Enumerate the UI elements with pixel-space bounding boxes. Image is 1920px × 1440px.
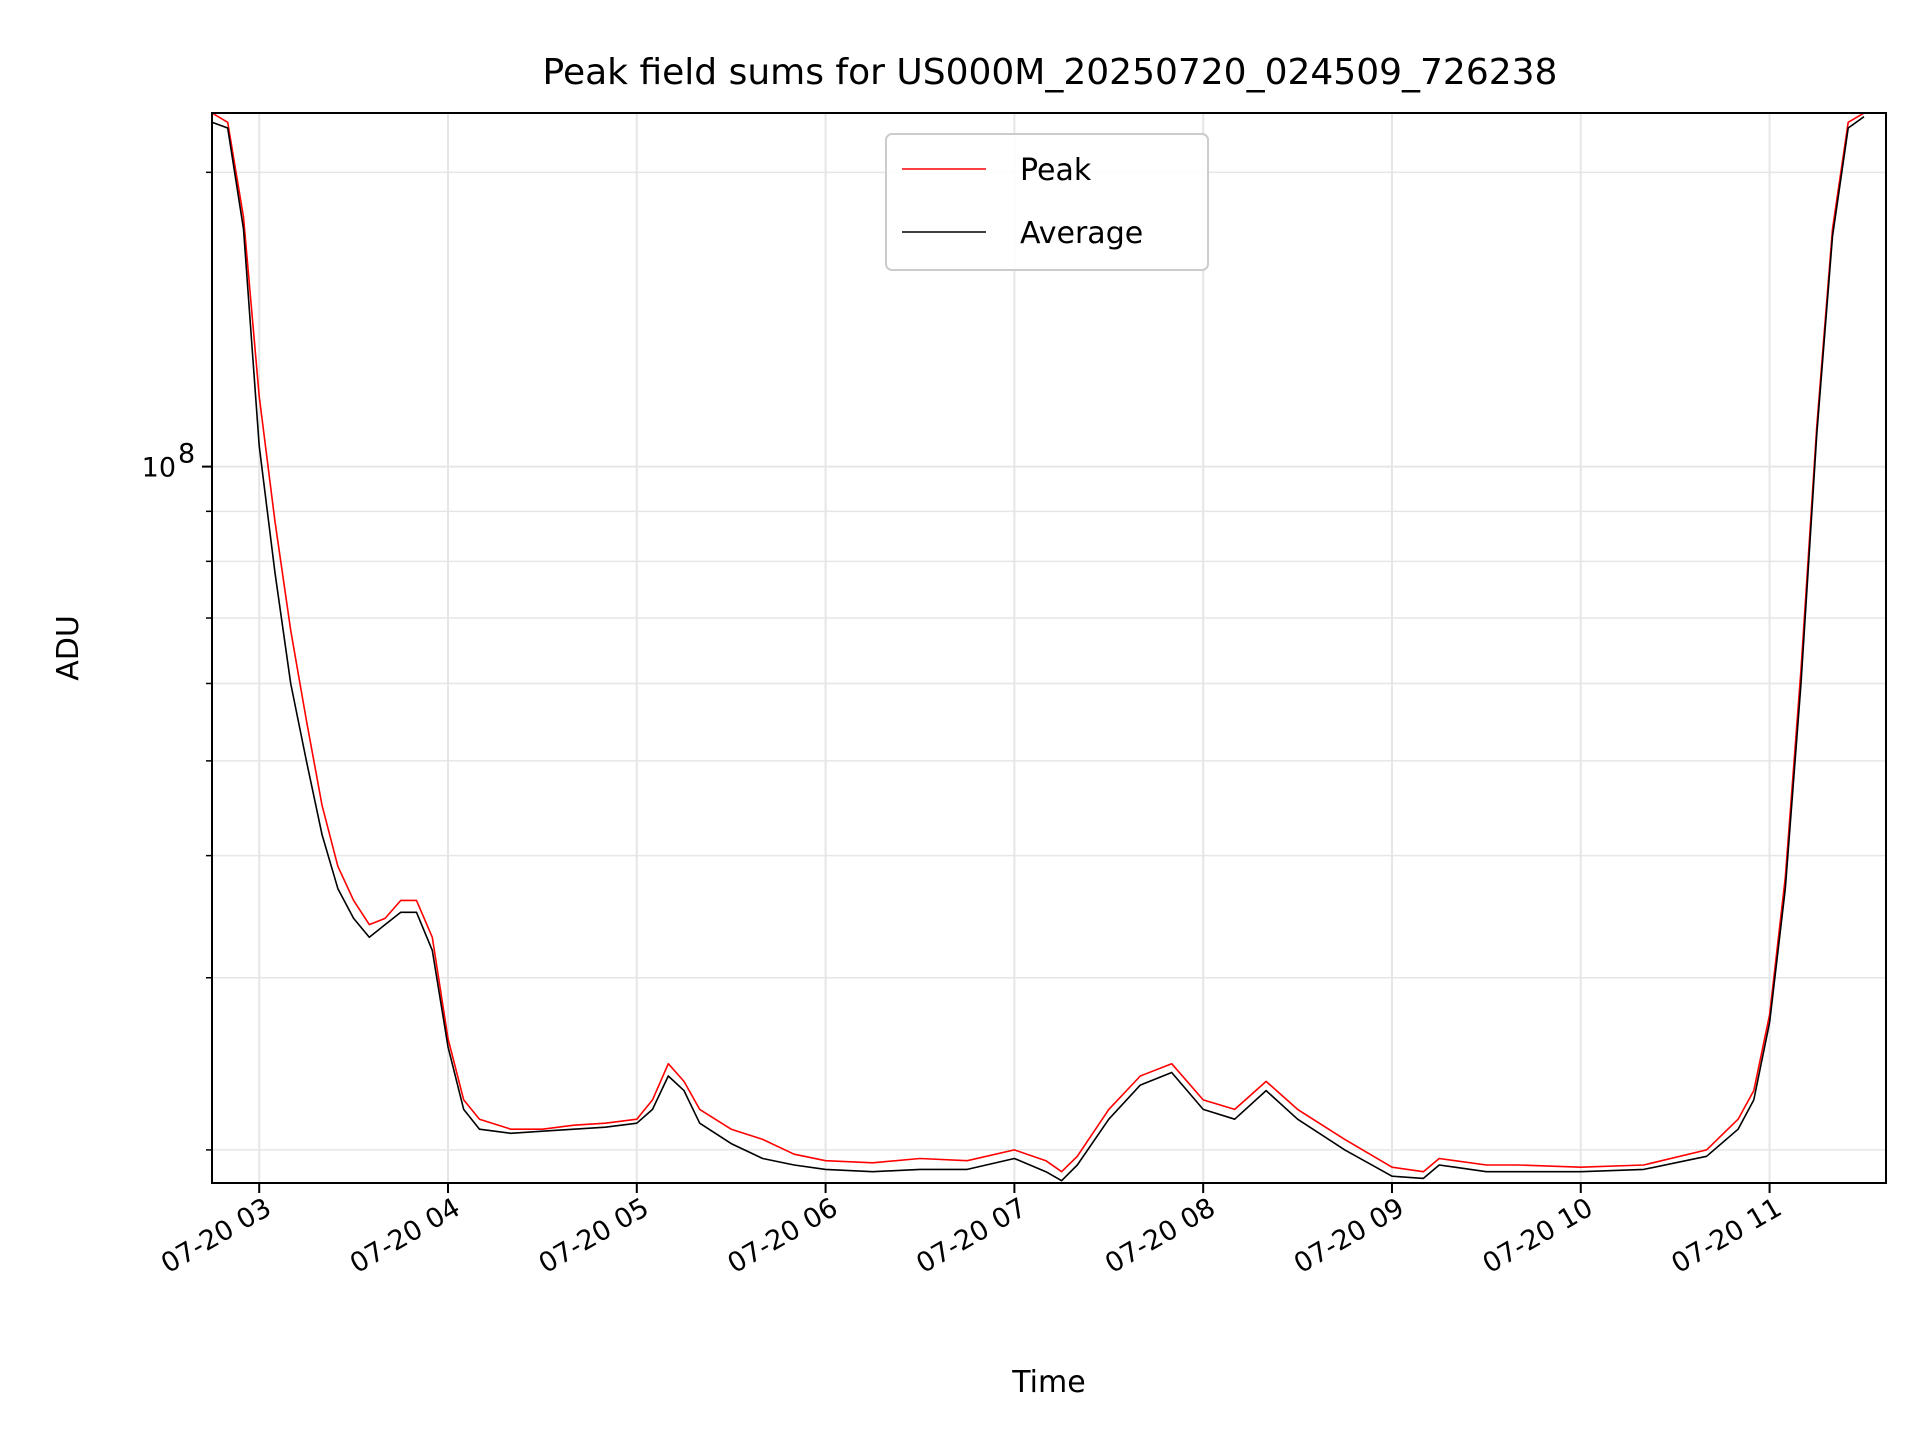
legend: Peak Average — [885, 133, 1209, 271]
x-axis-title: Time — [1011, 1365, 1085, 1400]
grid-layer — [212, 113, 1886, 1183]
series-line-peak — [212, 113, 1865, 1173]
y-tick-label: 10 — [142, 453, 176, 484]
y-tick-label-exponent: 8 — [178, 439, 195, 470]
legend-label-peak: Peak — [1020, 153, 1092, 188]
plot-area — [211, 112, 1887, 1184]
series-line-average — [212, 116, 1865, 1182]
axes-frame — [211, 112, 1887, 1184]
legend-box — [885, 133, 1209, 271]
series-layer — [212, 113, 1865, 1182]
chart-title: Peak field sums for US000M_20250720_0245… — [543, 52, 1558, 93]
y-axis: 10 8 — [142, 171, 212, 1151]
legend-label-average: Average — [1020, 216, 1143, 251]
y-axis-title: ADU — [51, 615, 86, 681]
